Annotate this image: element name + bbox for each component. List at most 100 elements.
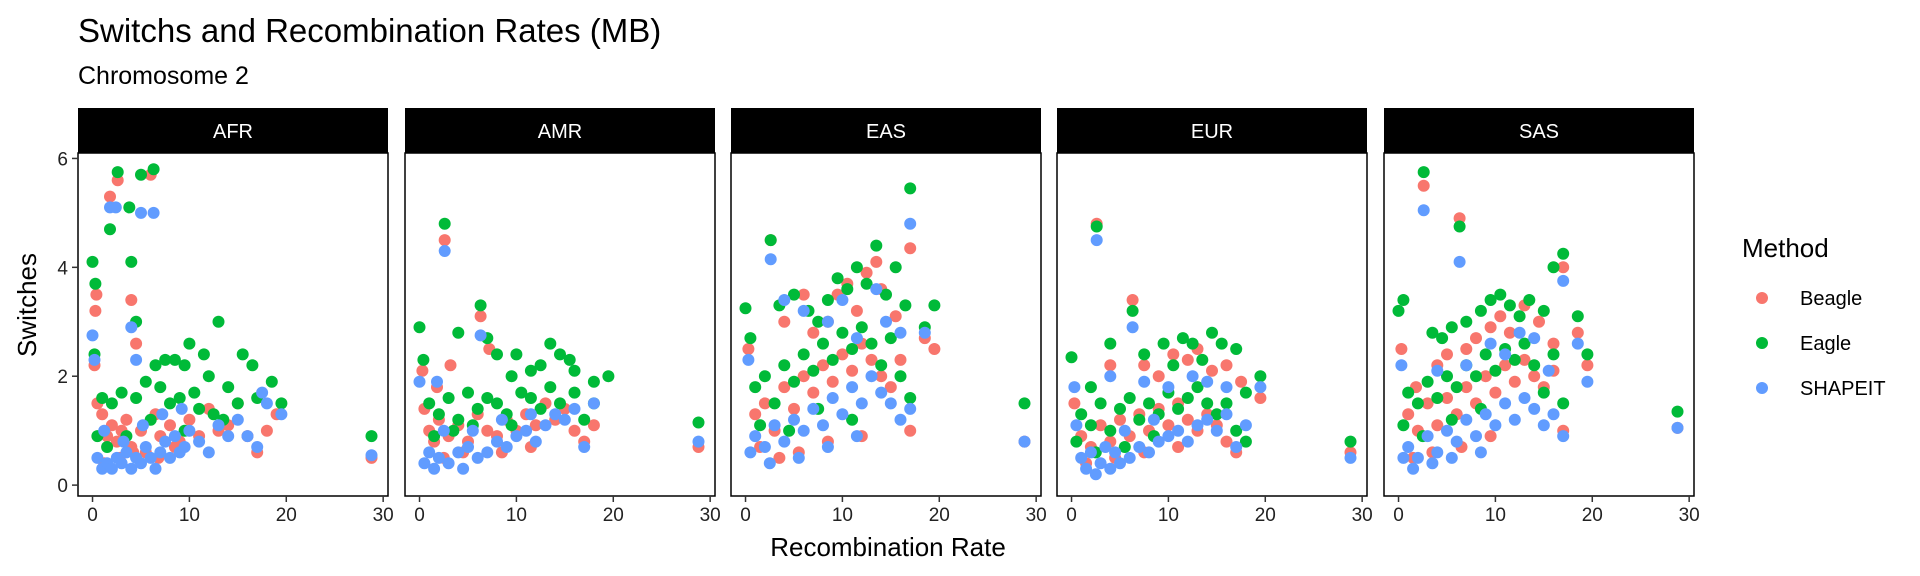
point-beagle <box>788 402 800 415</box>
point-beagle <box>183 413 196 426</box>
point-eagle <box>1571 310 1584 323</box>
panel-border <box>404 152 716 497</box>
point-beagle <box>807 386 820 399</box>
x-tick-label: 30 <box>1679 505 1700 526</box>
point-beagle <box>1484 430 1497 443</box>
facet-strip-label: EUR <box>1191 121 1233 143</box>
point-shapeit <box>432 451 445 464</box>
points-group <box>739 182 1031 470</box>
point-eagle <box>481 392 494 404</box>
legend-title: Method <box>1742 233 1829 263</box>
point-beagle <box>474 310 487 323</box>
point-eagle <box>105 397 118 410</box>
point-beagle <box>104 190 116 203</box>
point-shapeit <box>1421 430 1434 443</box>
point-shapeit <box>1152 435 1165 448</box>
point-shapeit <box>1126 321 1139 334</box>
point-eagle <box>812 315 825 328</box>
point-beagle <box>836 348 849 361</box>
point-shapeit <box>260 397 273 410</box>
point-eagle <box>534 402 547 415</box>
point-eagle <box>265 375 278 388</box>
point-shapeit <box>1571 337 1584 350</box>
point-eagle <box>1484 294 1497 306</box>
points-group <box>1065 217 1357 481</box>
point-shapeit <box>452 446 465 459</box>
point-shapeit <box>836 294 849 306</box>
point-eagle <box>1426 326 1439 339</box>
point-eagle <box>1470 370 1482 383</box>
point-eagle <box>86 255 99 268</box>
point-beagle <box>817 359 829 372</box>
y-tick-label: 6 <box>57 149 68 170</box>
point-shapeit <box>1557 274 1570 287</box>
point-beagle <box>797 288 810 301</box>
point-shapeit <box>91 451 104 464</box>
point-beagle <box>904 242 917 255</box>
point-eagle <box>855 321 868 334</box>
point-eagle <box>246 359 259 372</box>
point-shapeit <box>855 397 868 410</box>
point-beagle <box>1181 353 1194 366</box>
point-shapeit <box>1075 451 1088 464</box>
point-beagle <box>1494 310 1507 323</box>
point-beagle <box>1460 343 1473 355</box>
y-tick-label: 0 <box>57 476 68 497</box>
point-eagle <box>1114 402 1126 415</box>
point-beagle <box>850 304 863 317</box>
point-eagle <box>471 402 484 415</box>
point-beagle <box>90 288 103 301</box>
point-shapeit <box>135 457 147 470</box>
x-tick-label: 10 <box>1485 505 1506 526</box>
point-shapeit <box>139 441 152 453</box>
point-eagle <box>101 441 114 453</box>
point-eagle <box>1445 321 1458 334</box>
point-eagle <box>1453 220 1466 233</box>
points-group <box>86 163 378 475</box>
point-shapeit <box>178 441 191 453</box>
point-eagle <box>749 381 762 394</box>
point-eagle <box>428 430 441 443</box>
point-shapeit <box>692 435 705 448</box>
point-eagle <box>164 397 176 410</box>
point-beagle <box>120 413 133 426</box>
point-shapeit <box>466 424 479 437</box>
point-shapeit <box>821 441 834 453</box>
point-shapeit <box>865 370 878 383</box>
point-shapeit <box>1479 408 1492 421</box>
point-eagle <box>423 397 436 410</box>
point-beagle <box>742 343 755 355</box>
point-shapeit <box>520 424 533 437</box>
point-eagle <box>1176 332 1189 345</box>
point-shapeit <box>241 430 254 443</box>
point-beagle <box>130 337 143 350</box>
point-eagle <box>788 288 800 301</box>
point-shapeit <box>193 435 206 448</box>
point-shapeit <box>1489 419 1502 432</box>
legend-label-beagle: Beagle <box>1800 288 1862 310</box>
point-eagle <box>1411 397 1424 410</box>
point-eagle <box>275 397 288 410</box>
point-shapeit <box>1191 419 1204 432</box>
point-beagle <box>865 353 878 366</box>
point-beagle <box>778 315 791 328</box>
point-eagle <box>817 337 829 350</box>
y-tick-label: 4 <box>57 258 68 279</box>
point-shapeit <box>1431 446 1444 459</box>
point-eagle <box>1397 419 1410 432</box>
facet-panel-afr: AFR 0 10 20 30 0 2 4 6 <box>57 108 394 526</box>
x-tick-label: 20 <box>276 505 297 526</box>
point-eagle <box>1206 326 1218 339</box>
facet-strip <box>731 108 1041 153</box>
point-eagle <box>568 386 581 399</box>
point-eagle <box>1445 413 1458 426</box>
point-beagle <box>1484 321 1497 334</box>
point-eagle <box>125 255 138 268</box>
point-eagle <box>96 392 109 404</box>
point-beagle <box>894 353 907 366</box>
point-shapeit <box>797 424 810 437</box>
point-shapeit <box>1460 413 1473 426</box>
point-shapeit <box>1230 441 1243 453</box>
point-eagle <box>554 397 566 410</box>
point-shapeit <box>549 408 562 421</box>
